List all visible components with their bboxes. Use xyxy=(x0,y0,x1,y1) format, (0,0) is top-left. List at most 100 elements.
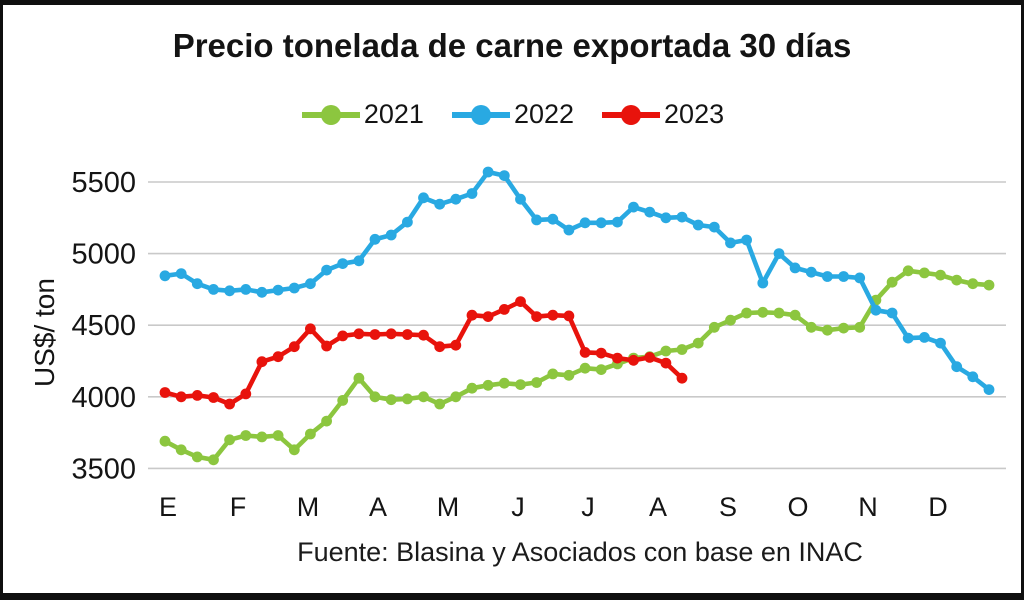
data-point-2023 xyxy=(191,390,203,401)
data-point-2021 xyxy=(418,391,429,403)
data-point-2021 xyxy=(175,444,187,456)
data-point-2022 xyxy=(676,211,688,223)
data-point-2023 xyxy=(208,392,219,403)
data-point-2021 xyxy=(919,267,930,279)
data-point-2023 xyxy=(644,352,656,363)
data-point-2022 xyxy=(660,212,672,224)
data-point-2021 xyxy=(951,274,963,286)
data-point-2022 xyxy=(337,258,349,269)
data-point-2022 xyxy=(902,332,914,344)
data-point-2021 xyxy=(886,276,898,288)
data-point-2021 xyxy=(353,372,365,384)
data-point-2021 xyxy=(773,307,785,319)
x-tick-label: A xyxy=(369,492,387,522)
x-tick-label: O xyxy=(787,492,808,522)
data-point-2021 xyxy=(676,344,688,355)
data-point-2021 xyxy=(191,451,203,463)
chart-canvas: 3500 4000 4500 5000 5500 E F M A M J J A S O N D xyxy=(71,166,1006,522)
data-point-2021 xyxy=(515,379,526,390)
data-point-2022 xyxy=(369,233,381,245)
data-point-2023 xyxy=(628,354,639,366)
data-point-2023 xyxy=(482,311,494,322)
data-point-2021 xyxy=(498,377,510,389)
data-point-2022 xyxy=(402,216,413,228)
x-tick-label: D xyxy=(928,492,948,522)
data-point-2022 xyxy=(547,213,559,225)
data-point-2023 xyxy=(418,329,429,341)
data-point-2021 xyxy=(757,306,769,318)
data-point-2022 xyxy=(870,304,882,316)
x-tick-label: E xyxy=(159,492,177,522)
legend-label-2023: 2023 xyxy=(664,99,725,129)
data-point-2023 xyxy=(240,388,252,400)
legend-marker-2023-line-dot-icon xyxy=(602,104,661,125)
y-tick-label: 5500 xyxy=(71,167,136,199)
data-point-2022 xyxy=(983,384,995,395)
data-point-2022 xyxy=(628,201,639,213)
data-point-2023 xyxy=(547,309,559,321)
data-point-2021 xyxy=(224,434,236,446)
data-point-2023 xyxy=(563,310,575,322)
data-point-2023 xyxy=(175,391,187,403)
data-point-2022 xyxy=(208,284,219,295)
x-tick-label: M xyxy=(297,492,320,522)
data-point-2022 xyxy=(612,216,623,228)
data-point-2022 xyxy=(773,248,785,259)
legend-item-2021: 2021 xyxy=(300,99,424,130)
data-point-2021 xyxy=(822,324,833,336)
data-point-2022 xyxy=(515,193,526,205)
data-point-2022 xyxy=(563,224,575,236)
data-point-2021 xyxy=(402,393,413,405)
data-point-2022 xyxy=(967,371,979,383)
data-point-2022 xyxy=(256,286,268,298)
data-point-2023 xyxy=(402,329,413,340)
data-point-2021 xyxy=(369,391,381,403)
data-point-2022 xyxy=(757,277,769,289)
data-point-2022 xyxy=(450,193,462,205)
data-point-2021 xyxy=(692,337,704,349)
data-point-2022 xyxy=(886,307,898,319)
data-point-2021 xyxy=(240,430,252,441)
data-point-2022 xyxy=(272,284,284,296)
series-line-2022 xyxy=(162,169,992,392)
data-point-2023 xyxy=(676,372,688,384)
data-point-2021 xyxy=(434,398,446,410)
data-point-2021 xyxy=(595,364,607,375)
legend-item-2022: 2022 xyxy=(450,99,574,130)
data-point-2021 xyxy=(789,309,801,321)
data-point-2023 xyxy=(385,328,397,340)
data-point-2023 xyxy=(579,347,591,358)
x-tick-label: N xyxy=(858,492,878,522)
data-point-2022 xyxy=(692,219,704,231)
legend-marker-2021-line-dot-icon xyxy=(301,104,360,125)
data-point-2021 xyxy=(660,345,672,357)
data-point-2021 xyxy=(725,314,736,326)
data-point-2022 xyxy=(224,285,236,297)
data-point-2023 xyxy=(466,309,478,321)
data-point-2021 xyxy=(967,278,979,290)
data-point-2022 xyxy=(498,170,510,182)
data-point-2021 xyxy=(741,307,752,319)
data-point-2021 xyxy=(902,265,914,277)
y-tick-label: 3500 xyxy=(71,453,136,485)
data-point-2023 xyxy=(159,387,171,398)
data-point-2022 xyxy=(644,206,656,218)
data-point-2021 xyxy=(272,430,284,441)
data-point-2022 xyxy=(418,192,429,204)
data-point-2021 xyxy=(208,454,219,466)
data-point-2023 xyxy=(305,323,316,335)
data-point-2022 xyxy=(919,332,930,343)
data-point-2023 xyxy=(321,340,332,352)
data-point-2023 xyxy=(595,347,607,359)
data-point-2022 xyxy=(353,255,365,267)
data-point-2021 xyxy=(159,435,171,447)
data-point-2023 xyxy=(434,341,446,353)
legend-item-2023: 2023 xyxy=(600,99,724,130)
data-point-2022 xyxy=(482,166,494,178)
data-point-2023 xyxy=(256,356,268,368)
data-point-2022 xyxy=(531,214,542,226)
data-point-2021 xyxy=(321,415,332,427)
data-point-2023 xyxy=(515,296,526,307)
data-point-2022 xyxy=(725,237,736,249)
